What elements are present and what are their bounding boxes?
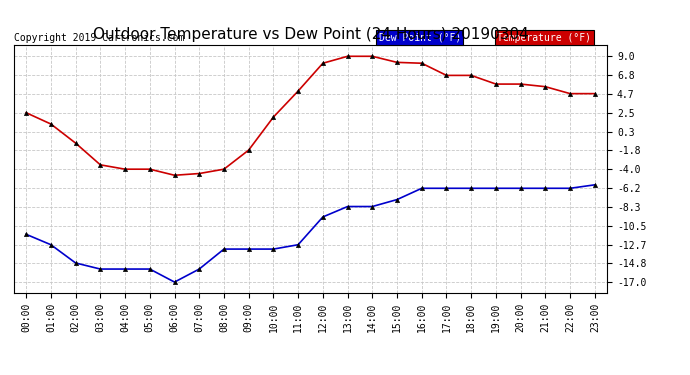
Text: Dew Point (°F): Dew Point (°F) <box>379 33 461 42</box>
Text: Copyright 2019 Cartronics.com: Copyright 2019 Cartronics.com <box>14 33 184 42</box>
Title: Outdoor Temperature vs Dew Point (24 Hours) 20190304: Outdoor Temperature vs Dew Point (24 Hou… <box>92 27 529 42</box>
Text: Temperature (°F): Temperature (°F) <box>497 33 591 42</box>
